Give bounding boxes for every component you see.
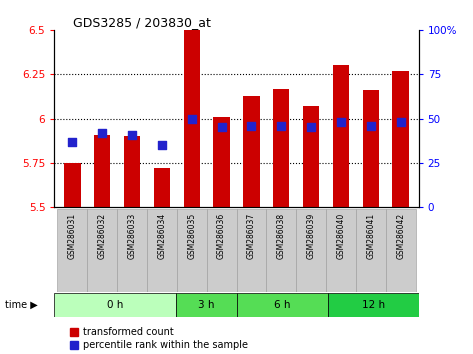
Text: 6 h: 6 h: [274, 300, 290, 310]
Point: [337, 119, 345, 125]
Bar: [393, 71, 409, 207]
Bar: [236, 209, 266, 292]
Point: [367, 123, 375, 129]
Text: 3 h: 3 h: [198, 300, 214, 310]
Bar: [184, 30, 200, 207]
Point: [98, 130, 106, 136]
Text: 0 h: 0 h: [107, 300, 123, 310]
Bar: [94, 135, 110, 207]
Bar: [147, 209, 177, 292]
Point: [158, 142, 166, 148]
Point: [218, 125, 225, 130]
Bar: [243, 96, 260, 207]
Point: [248, 123, 255, 129]
Bar: [363, 90, 379, 207]
Bar: [177, 209, 207, 292]
Text: GSM286034: GSM286034: [158, 213, 166, 259]
Bar: [303, 106, 319, 207]
Text: GSM286040: GSM286040: [336, 213, 345, 259]
Bar: [64, 163, 80, 207]
Bar: [117, 209, 147, 292]
Point: [69, 139, 76, 144]
Bar: [57, 209, 87, 292]
Text: GSM286036: GSM286036: [217, 213, 226, 259]
Point: [307, 125, 315, 130]
Bar: [273, 88, 289, 207]
Bar: [87, 209, 117, 292]
Point: [188, 116, 195, 121]
Bar: [54, 293, 176, 317]
Text: GSM286032: GSM286032: [97, 213, 106, 259]
Text: time ▶: time ▶: [5, 300, 37, 310]
Bar: [266, 209, 296, 292]
Text: GSM286033: GSM286033: [128, 213, 137, 259]
Legend: transformed count, percentile rank within the sample: transformed count, percentile rank withi…: [67, 324, 252, 354]
Text: GSM286039: GSM286039: [307, 213, 315, 259]
Bar: [356, 209, 386, 292]
Point: [278, 123, 285, 129]
Bar: [326, 209, 356, 292]
Bar: [213, 117, 230, 207]
Bar: [207, 209, 236, 292]
Text: GSM286035: GSM286035: [187, 213, 196, 259]
Bar: [386, 209, 416, 292]
Text: GSM286038: GSM286038: [277, 213, 286, 259]
Text: GDS3285 / 203830_at: GDS3285 / 203830_at: [73, 16, 210, 29]
Bar: [124, 136, 140, 207]
Text: GSM286037: GSM286037: [247, 213, 256, 259]
Bar: [176, 293, 236, 317]
Bar: [333, 65, 349, 207]
Text: GSM286042: GSM286042: [396, 213, 405, 259]
Text: 12 h: 12 h: [361, 300, 385, 310]
Bar: [154, 168, 170, 207]
Text: GSM286041: GSM286041: [367, 213, 376, 259]
Point: [397, 119, 404, 125]
Bar: [296, 209, 326, 292]
Text: GSM286031: GSM286031: [68, 213, 77, 259]
Point: [128, 132, 136, 137]
Bar: [236, 293, 327, 317]
Bar: [327, 293, 419, 317]
